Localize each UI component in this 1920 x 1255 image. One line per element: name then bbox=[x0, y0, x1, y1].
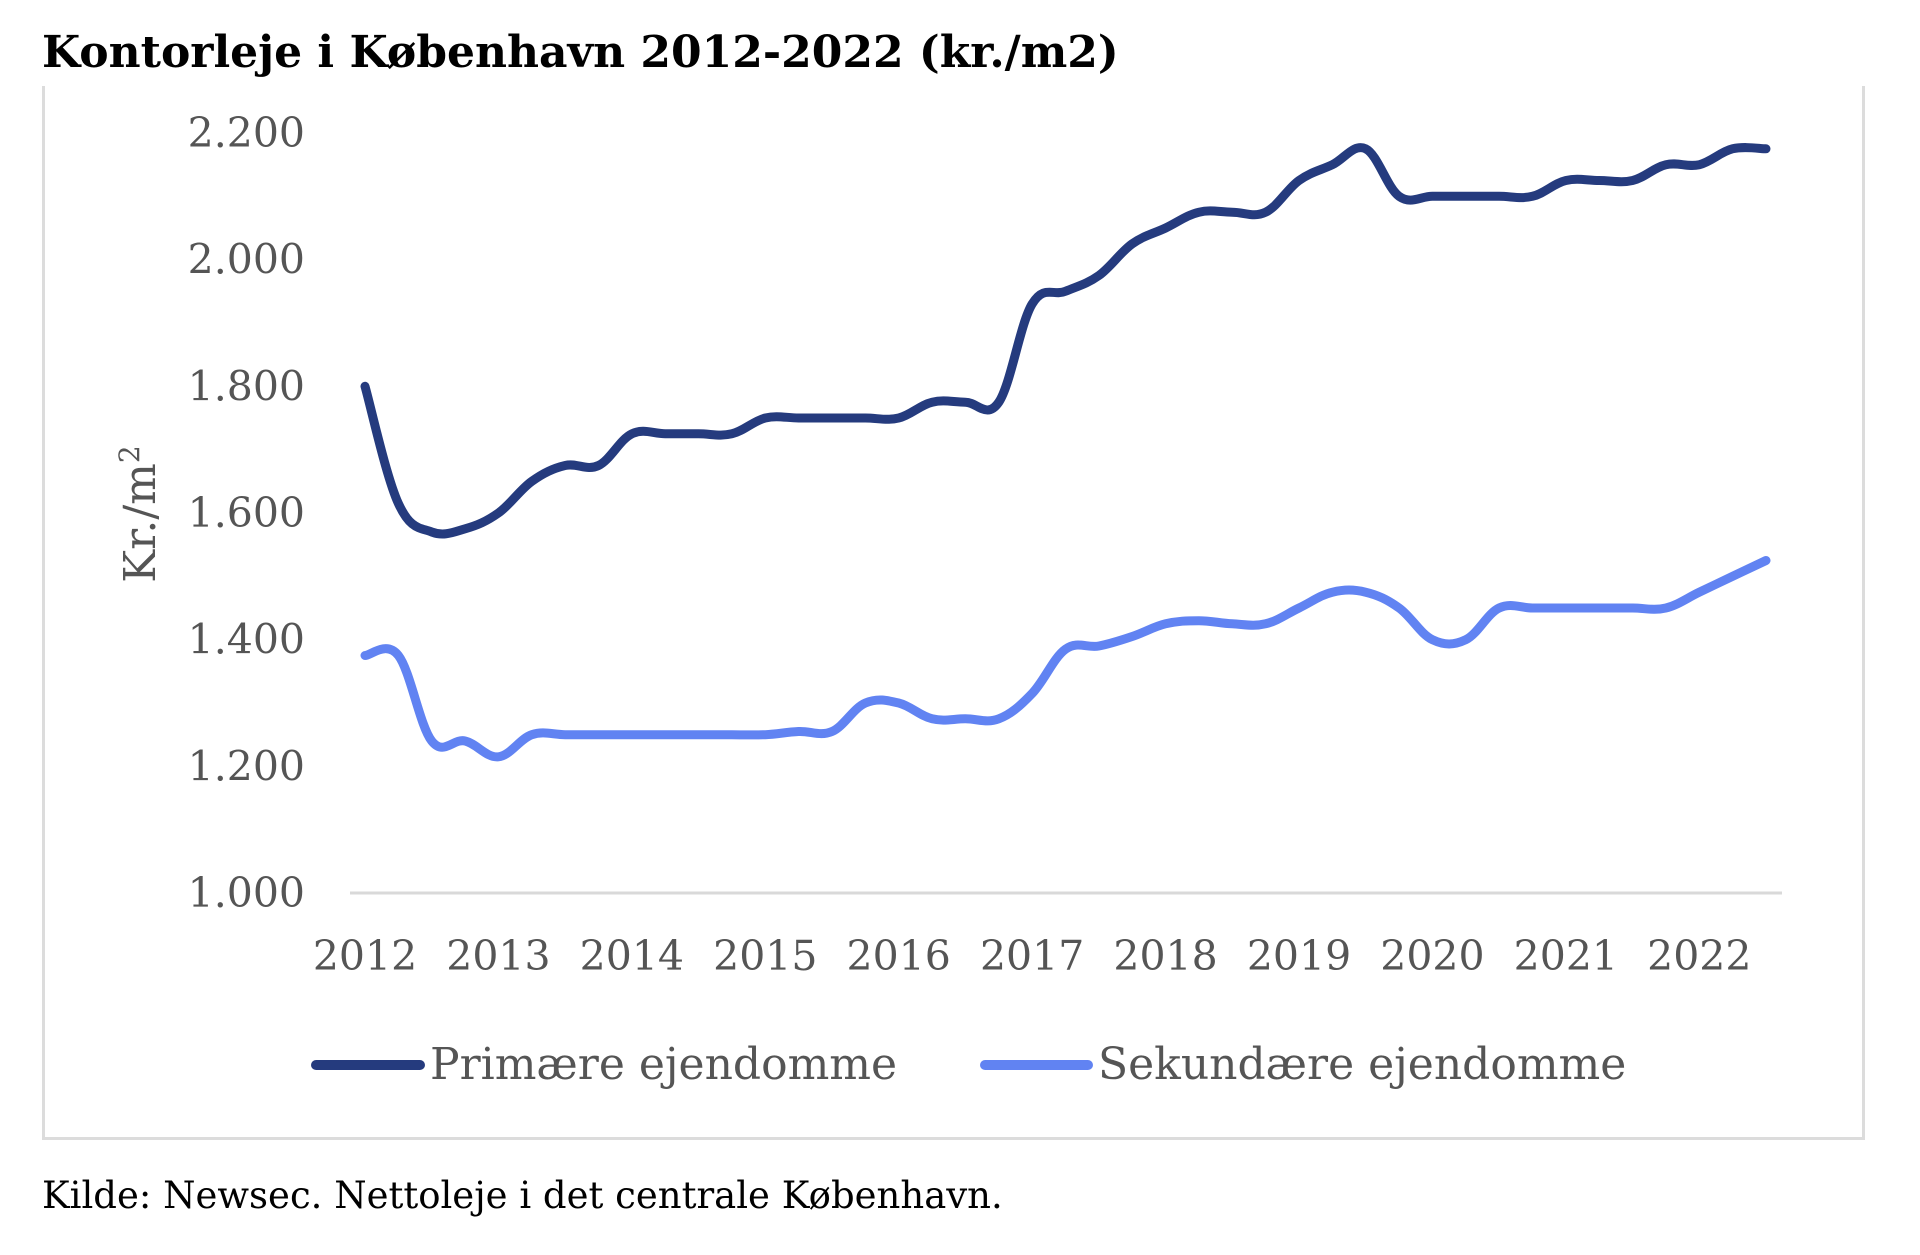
source-note: Kilde: Newsec. Nettoleje i det centrale … bbox=[42, 1174, 1003, 1217]
x-tick-label: 2015 bbox=[713, 932, 817, 980]
legend: Primære ejendomme Sekundære ejendomme bbox=[311, 1039, 1626, 1090]
legend-label: Primære ejendomme bbox=[430, 1039, 897, 1090]
y-tick-label: 2.000 bbox=[188, 236, 305, 284]
y-axis-title-superscript: 2 bbox=[113, 445, 146, 463]
y-axis-title: Kr./m2 bbox=[113, 445, 166, 582]
y-tick-label: 1.600 bbox=[188, 489, 305, 537]
x-tick-label: 2018 bbox=[1113, 932, 1217, 980]
x-tick-labels: 2012 2013 2014 2015 2016 2017 2018 2019 2020 2021… bbox=[313, 932, 1752, 980]
x-tick-label: 2016 bbox=[847, 932, 951, 980]
x-tick-label: 2021 bbox=[1514, 932, 1618, 980]
series-lines bbox=[360, 143, 1771, 762]
y-tick-label: 1.400 bbox=[188, 616, 305, 664]
x-tick-label: 2019 bbox=[1247, 932, 1351, 980]
x-tick-label: 2013 bbox=[446, 932, 550, 980]
x-tick-label: 2020 bbox=[1380, 932, 1484, 980]
x-tick-label: 2012 bbox=[313, 932, 417, 980]
x-tick-label: 2014 bbox=[580, 932, 684, 980]
x-tick-label: 2022 bbox=[1647, 932, 1751, 980]
primary-series-line bbox=[360, 143, 1771, 539]
y-tick-labels: 1.000 1.200 1.400 1.600 1.800 2.000 2.200 bbox=[188, 109, 305, 917]
legend-primary: Primære ejendomme bbox=[311, 1039, 897, 1090]
chart-title: Kontorleje i København 2012-2022 (kr./m2… bbox=[42, 27, 1119, 78]
y-tick-label: 2.200 bbox=[188, 109, 305, 157]
y-tick-label: 1.200 bbox=[188, 742, 305, 790]
y-tick-label: 1.800 bbox=[188, 362, 305, 410]
secondary-series-line bbox=[360, 556, 1771, 762]
legend-secondary: Sekundære ejendomme bbox=[980, 1039, 1626, 1090]
y-axis-title-text: Kr./m bbox=[115, 463, 166, 583]
x-tick-label: 2017 bbox=[980, 932, 1084, 980]
chart-frame bbox=[42, 86, 1865, 1140]
legend-label: Sekundære ejendomme bbox=[1098, 1039, 1626, 1090]
y-tick-label: 1.000 bbox=[188, 869, 305, 917]
